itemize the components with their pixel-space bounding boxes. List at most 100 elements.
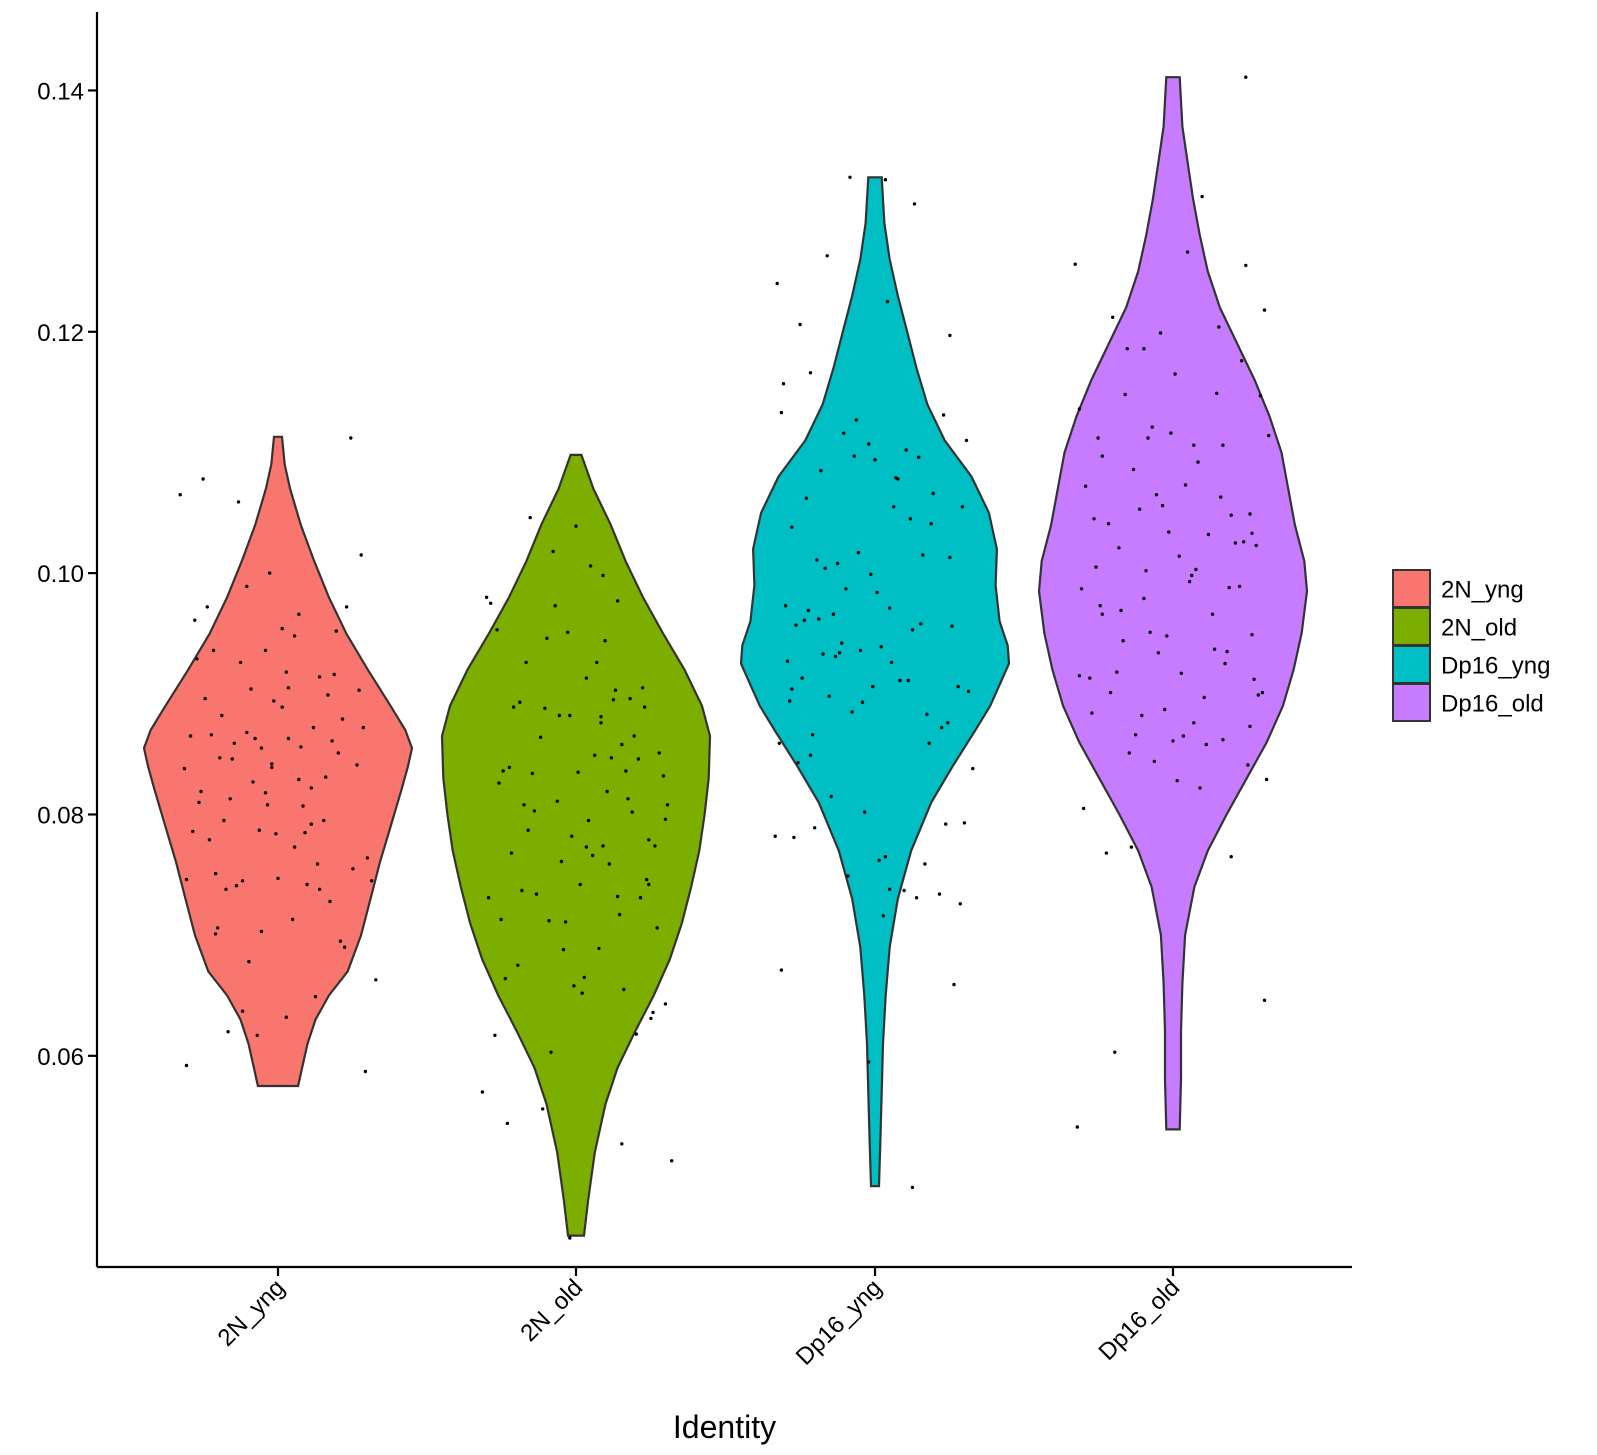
legend-label: 2N_yng (1441, 577, 1524, 604)
point-2N_yng (374, 978, 378, 982)
point-2N_old (603, 639, 607, 643)
point-2N_old (655, 926, 659, 930)
point-2N_old (605, 789, 609, 794)
point-2N_old (520, 888, 524, 893)
point-2N_old (580, 991, 584, 995)
point-2N_old (493, 1033, 497, 1038)
point-2N_old (615, 894, 620, 899)
point-Dp16_yng (919, 622, 923, 626)
point-2N_yng (195, 657, 199, 661)
point-Dp16_yng (810, 733, 815, 737)
point-Dp16_yng (854, 418, 858, 422)
point-Dp16_yng (823, 566, 827, 570)
point-Dp16_yng (785, 659, 790, 663)
point-Dp16_old (1219, 495, 1223, 499)
point-2N_yng (230, 757, 234, 761)
point-2N_yng (315, 862, 320, 866)
point-2N_yng (305, 882, 309, 887)
point-Dp16_old (1131, 467, 1136, 472)
point-Dp16_yng (856, 550, 861, 555)
point-Dp16_yng (802, 618, 806, 622)
point-Dp16_yng (971, 766, 975, 771)
point-2N_old (597, 946, 601, 951)
point-Dp16_old (1106, 522, 1111, 526)
violin-Dp16_yng (739, 176, 1011, 1188)
point-2N_old (538, 735, 543, 739)
legend-key-Dp16_yng (1392, 645, 1431, 684)
point-2N_yng (292, 845, 297, 849)
point-2N_yng (349, 436, 353, 440)
point-2N_yng (286, 736, 291, 741)
point-2N_yng (216, 926, 220, 930)
point-2N_old (497, 781, 501, 785)
point-Dp16_old (1081, 806, 1086, 811)
point-Dp16_yng (946, 721, 950, 725)
point-2N_yng (303, 830, 307, 835)
point-Dp16_yng (927, 741, 931, 745)
point-Dp16_yng (966, 689, 971, 694)
point-2N_yng (268, 571, 272, 575)
point-Dp16_yng (873, 458, 877, 462)
point-Dp16_old (1138, 507, 1142, 511)
point-2N_old (634, 1032, 638, 1036)
point-Dp16_yng (906, 678, 910, 683)
point-2N_yng (263, 648, 268, 653)
point-Dp16_yng (837, 651, 842, 655)
point-2N_old (528, 515, 532, 520)
point-Dp16_old (1104, 851, 1109, 855)
legend: 2N_yng 2N_old Dp16_yng Dp16_old (1392, 569, 1550, 722)
point-Dp16_yng (794, 623, 798, 627)
point-2N_old (626, 797, 630, 801)
point-2N_yng (317, 675, 322, 679)
point-2N_old (595, 660, 599, 665)
point-2N_old (611, 698, 616, 702)
point-Dp16_yng (835, 561, 840, 566)
point-2N_old (584, 845, 589, 849)
point-2N_yng (218, 756, 222, 760)
point-2N_old (505, 1121, 510, 1126)
point-Dp16_yng (825, 254, 829, 258)
point-2N_old (638, 896, 643, 900)
point-2N_yng (236, 500, 241, 504)
point-Dp16_old (1088, 676, 1092, 680)
point-2N_old (551, 549, 555, 554)
point-Dp16_old (1121, 639, 1125, 643)
point-2N_old (630, 810, 634, 814)
point-Dp16_old (1200, 194, 1204, 199)
legend-label: Dp16_old (1441, 691, 1544, 718)
point-2N_old (665, 803, 670, 807)
violin-Dp16_old (1037, 76, 1309, 1131)
point-Dp16_old (1262, 308, 1267, 312)
point-2N_old (647, 882, 651, 887)
point-2N_yng (297, 777, 301, 782)
point-Dp16_yng (885, 299, 890, 304)
point-2N_old (593, 753, 597, 757)
point-2N_yng (240, 879, 245, 883)
point-Dp16_old (1075, 1125, 1080, 1129)
point-2N_yng (284, 1015, 288, 1019)
point-Dp16_old (1196, 460, 1200, 464)
point-2N_old (657, 751, 661, 755)
point-Dp16_old (1223, 661, 1227, 666)
point-Dp16_old (1123, 392, 1127, 397)
point-Dp16_old (1079, 587, 1084, 591)
point-Dp16_yng (887, 606, 892, 610)
point-2N_yng (259, 929, 264, 934)
point-Dp16_old (1258, 394, 1263, 398)
point-Dp16_yng (898, 678, 902, 683)
point-Dp16_old (1129, 845, 1134, 849)
legend-key-2N_yng (1392, 569, 1431, 608)
point-Dp16_yng (950, 624, 954, 628)
point-2N_yng (213, 871, 218, 876)
point-2N_yng (280, 705, 284, 709)
point-Dp16_old (1165, 634, 1169, 638)
point-Dp16_old (1185, 250, 1190, 254)
point-Dp16_old (1227, 585, 1231, 590)
point-2N_old (670, 1159, 674, 1163)
point-Dp16_old (1173, 372, 1177, 376)
point-2N_old (576, 770, 580, 774)
point-Dp16_yng (779, 968, 784, 972)
violin-2N_yng (142, 435, 414, 1088)
point-2N_yng (340, 717, 345, 721)
